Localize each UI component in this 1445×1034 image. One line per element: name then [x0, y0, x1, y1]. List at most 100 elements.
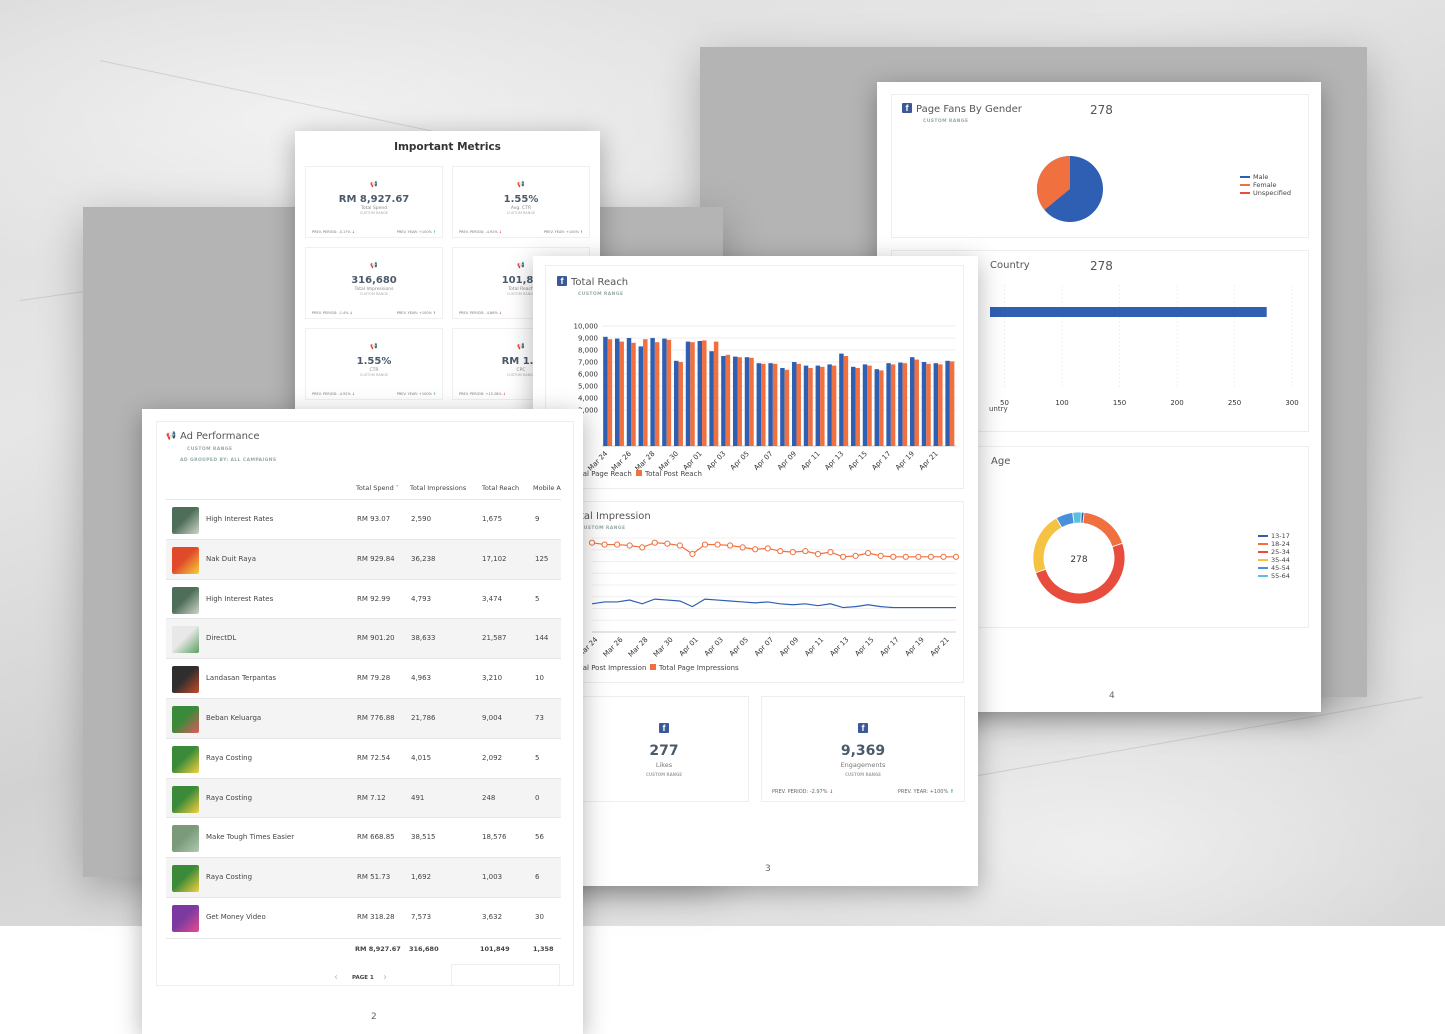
bar-page-reach: [697, 341, 703, 446]
pager-prev-icon[interactable]: ‹: [334, 972, 338, 983]
age-total: 278: [1070, 555, 1087, 565]
x-tick-label: Apr 13: [823, 450, 845, 472]
x-tick-label: Apr 03: [703, 636, 725, 658]
grouped-label: AD GROUPED BY: ALL CAMPAIGNS: [180, 458, 277, 463]
table-row[interactable]: High Interest Rates RM 92.99 4,793 3,474 5: [166, 578, 561, 619]
bar-page-reach: [614, 338, 620, 446]
reach-bar-chart: 10,000 9,000 8,000 7,000 6,000 5,000 4,000 3,00…: [574, 323, 956, 478]
y-tick-label: 8,000: [578, 347, 598, 355]
bar-page-reach: [850, 366, 856, 446]
legend-swatch-page-impressions: [650, 664, 656, 670]
ad-name: DirectDL: [206, 634, 237, 643]
gender-total: 278: [1090, 103, 1113, 117]
metric-comparison: PREV. PERIOD: -4.92% ↓ PREV. YEAR: +100% …: [459, 230, 583, 234]
x-tick-label: Apr 11: [803, 636, 825, 658]
data-point: [764, 545, 771, 552]
data-point: [789, 549, 796, 556]
data-point: [802, 548, 809, 555]
bar-page-reach: [827, 364, 832, 446]
reach-title: Total Reach: [571, 277, 629, 288]
ad-name: High Interest Rates: [206, 515, 274, 523]
ad-reach: 2,092: [482, 753, 503, 762]
table-row[interactable]: Nak Duit Raya RM 929.84 36,238 17,102 125: [166, 538, 561, 579]
table-row[interactable]: Raya Costing RM 51.73 1,692 1,003 6: [166, 857, 561, 898]
x-tick-label: Apr 13: [828, 636, 850, 658]
range-label: CUSTOM RANGE: [923, 119, 969, 124]
prev-period: PREV. PERIOD: +15.28% ↓: [459, 392, 506, 396]
prev-period: PREV. PERIOD: -0.17% ↓: [312, 230, 355, 234]
bar-page-reach: [909, 357, 915, 446]
bar-page-reach: [945, 360, 950, 446]
data-point: [952, 553, 960, 560]
range-label: CUSTOM RANGE: [359, 373, 389, 377]
metric-card: 📢 1.55% CTR CUSTOM RANGE PREV. PERIOD: -4.92…: [305, 328, 443, 400]
table-row[interactable]: Raya Costing RM 7.12 491 248 0: [166, 777, 561, 818]
table-row[interactable]: Get Money Video RM 318.28 7,573 3,632 30: [166, 897, 561, 937]
bar-post-reach: [619, 341, 624, 446]
y-tick-label: 5,000: [578, 383, 598, 391]
col-total-impressions[interactable]: Total Impressions: [410, 484, 467, 492]
table-row[interactable]: DirectDL RM 901.20 38,633 21,587 144: [166, 618, 561, 659]
x-tick-label: Apr 19: [894, 450, 916, 472]
metric-label: Total Impressions: [354, 287, 394, 292]
metrics-title: Important Metrics: [394, 141, 501, 153]
x-tick-label: Apr 05: [729, 450, 751, 472]
pager-search-box[interactable]: [451, 964, 560, 986]
data-point: [739, 544, 746, 551]
ad-impressions: 7,573: [411, 913, 432, 921]
x-tick-label: 150: [1113, 399, 1126, 407]
bar-post-reach: [949, 361, 955, 446]
facebook-icon: f: [557, 276, 567, 286]
x-tick-label: Apr 15: [847, 450, 869, 472]
impression-card: tal Impression CUSTOM RANGE Mar 24 Mar 26…: [545, 501, 964, 683]
data-point: [839, 553, 847, 560]
y-tick-label: 3,000: [578, 407, 598, 415]
bar-post-reach: [855, 368, 860, 446]
data-point: [827, 549, 834, 556]
x-tick-label: Mar 28: [627, 636, 650, 659]
data-point: [852, 552, 859, 559]
col-mobile[interactable]: Mobile A: [533, 484, 561, 492]
bar-post-reach: [654, 342, 660, 446]
col-total-reach[interactable]: Total Reach: [482, 484, 520, 492]
total-spend: RM 8,927.67: [355, 945, 401, 953]
megaphone-icon: 📢: [370, 181, 378, 188]
prev-year: PREV. YEAR: +100% ↑: [543, 230, 583, 234]
table-row[interactable]: High Interest Rates RM 93.07 2,590 1,675 9: [166, 499, 561, 539]
table-row[interactable]: Landasan Terpantas RM 79.28 4,963 3,210 10: [166, 658, 561, 698]
ad-spend: RM 929.84: [357, 554, 395, 563]
x-tick-label: Apr 17: [879, 636, 901, 658]
ad-spend: RM 776.88: [357, 714, 395, 722]
impression-line-chart: Mar 24 Mar 26 Mar 28 Mar 30 Apr 01 Apr 03 Apr …: [577, 537, 960, 672]
ad-thumbnail: [172, 586, 199, 614]
ad-impressions: 21,786: [411, 714, 436, 722]
ad-reach: 3,474: [482, 594, 503, 603]
bar-page-reach: [732, 356, 738, 446]
legend-item: 55-64: [1258, 572, 1290, 580]
metric-comparison: PREV. PERIOD: -1.4% ↓ PREV. YEAR: +100% ↑: [312, 311, 436, 315]
ad-impressions: 4,015: [411, 753, 432, 762]
y-tick-label: 6,000: [578, 371, 598, 379]
ad-spend: RM 51.73: [357, 873, 391, 882]
table-row[interactable]: Raya Costing RM 72.54 4,015 2,092 5: [166, 737, 561, 778]
report-page-2: 📢 Ad Performance CUSTOM RANGE AD GROUPED…: [142, 409, 583, 1034]
bar-page-reach: [626, 338, 632, 446]
ad-impressions: 4,793: [411, 594, 432, 603]
megaphone-icon: 📢: [517, 181, 525, 188]
donut-slice: [1034, 542, 1126, 605]
bar-post-reach: [843, 356, 849, 446]
reach-card: f Total Reach CUSTOM RANGE 10,000 9,000 8,…: [545, 265, 964, 489]
data-point: [777, 548, 784, 555]
ad-name: Beban Keluarga: [206, 714, 262, 722]
table-row[interactable]: Beban Keluarga RM 776.88 21,786 9,004 73: [166, 698, 561, 738]
ad-spend: RM 901.20: [357, 634, 395, 643]
range-label: CUSTOM RANGE: [578, 292, 624, 297]
col-total-spend[interactable]: Total Spend ˅: [356, 484, 399, 492]
prev-year: PREV. YEAR: +100% ↑: [897, 789, 954, 795]
table-row[interactable]: Make Tough Times Easier RM 668.85 38,515 18…: [166, 817, 561, 857]
y-tick-label: 4,000: [578, 395, 598, 403]
bar-page-reach: [921, 362, 927, 446]
metric-comparison: PREV. PERIOD: -0.17% ↓ PREV. YEAR: +100% …: [312, 230, 436, 234]
pager-next-icon[interactable]: ›: [383, 972, 387, 983]
bar-post-reach: [784, 369, 790, 446]
